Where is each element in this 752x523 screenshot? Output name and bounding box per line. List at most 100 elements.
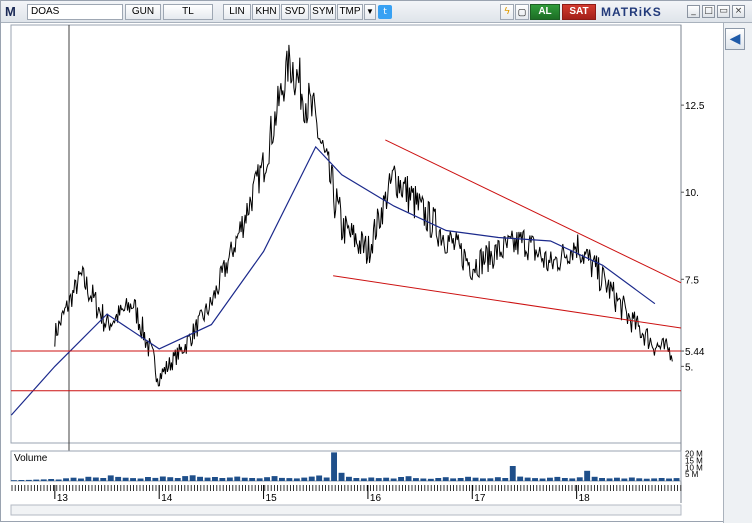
volume-bar (256, 478, 263, 481)
volume-bar (159, 476, 166, 481)
volume-bar (78, 478, 84, 481)
volume-tick-label: 15 M (685, 457, 703, 466)
volume-bar (509, 466, 516, 481)
volume-bar (524, 477, 531, 481)
volume-bar (353, 478, 360, 481)
toolbar: M DOAS GUN TL LIN KHN SVD SYM TMP ▼ t ϟ … (1, 1, 752, 23)
volume-bar (584, 470, 591, 481)
khn-button[interactable]: KHN (252, 4, 280, 20)
volume-bar (271, 476, 278, 481)
x-tick-label: 13 (57, 493, 69, 504)
volume-bar (316, 475, 323, 481)
scale-button[interactable]: LIN (223, 4, 251, 20)
buy-button[interactable]: AL (530, 4, 560, 20)
y-tick-label: 10. (685, 188, 699, 199)
twitter-icon[interactable]: t (378, 5, 392, 19)
volume-bar (122, 477, 129, 481)
volume-bar (189, 475, 196, 481)
maximize-icon[interactable]: □ (702, 5, 715, 18)
symbol-input[interactable]: DOAS (27, 4, 123, 20)
brand-logo: MATRiKS (601, 5, 662, 19)
volume-bar (63, 478, 69, 481)
volume-bar (301, 477, 308, 481)
close-icon[interactable]: × (732, 5, 745, 18)
volume-bar (234, 476, 241, 481)
tmp-button[interactable]: TMP (337, 4, 363, 20)
app-logo[interactable]: M (5, 4, 16, 19)
volume-bar (323, 477, 330, 481)
volume-bar (651, 478, 658, 481)
trendline (333, 275, 682, 329)
volume-bar (465, 476, 471, 481)
period-button[interactable]: GUN (125, 4, 161, 20)
volume-bar (18, 480, 25, 481)
lightning-icon[interactable]: ϟ (500, 4, 514, 20)
volume-bar (308, 476, 315, 481)
volume-bar (219, 478, 226, 481)
volume-bar (569, 478, 576, 481)
volume-bar (293, 478, 300, 481)
currency-button[interactable]: TL (163, 4, 213, 20)
volume-bar (11, 480, 17, 481)
horizontal-scrollbar (10, 504, 682, 516)
volume-bar (249, 478, 256, 481)
volume-bar (226, 477, 233, 481)
y-tick-label: 5.44 (685, 347, 705, 358)
copy-icon[interactable]: ▢ (515, 4, 529, 20)
time-axis: 13 14 15 16 17 18 (10, 485, 682, 516)
y-tick-label: 7.5 (685, 275, 699, 286)
volume-bar (673, 478, 680, 481)
svd-button[interactable]: SVD (281, 4, 309, 20)
side-panel (723, 23, 752, 523)
x-tick-label: 18 (579, 493, 591, 504)
volume-bar (279, 477, 285, 481)
sell-button[interactable]: SAT (562, 4, 596, 20)
volume-tick-label: 20 M (685, 450, 703, 459)
volume-bar (636, 478, 643, 481)
volume-bar (368, 477, 375, 481)
back-arrow-icon[interactable]: ◀ (725, 28, 745, 50)
volume-bar (152, 477, 159, 481)
volume-bar (405, 476, 412, 481)
chart-area[interactable]: 12.5 10. 7.5 5.44 5. Volume 20 M15 M10 M5 M 1… (1, 23, 723, 523)
dropdown-arrow-icon[interactable]: ▼ (364, 4, 376, 20)
x-tick-label: 15 (266, 493, 278, 504)
volume-bar (145, 477, 151, 481)
volume-bar (427, 478, 434, 481)
x-tick-label: 17 (474, 493, 486, 504)
y-tick-label: 5. (685, 362, 693, 373)
volume-bar (55, 479, 62, 481)
volume-bar (621, 478, 628, 481)
volume-bar (420, 478, 427, 481)
volume-bar (398, 477, 404, 481)
volume-bar (212, 477, 218, 481)
restore-icon[interactable]: ▭ (717, 5, 730, 18)
volume-bar (532, 478, 538, 481)
sym-button[interactable]: SYM (310, 4, 336, 20)
volume-bar (167, 477, 174, 481)
volume-bar (137, 478, 144, 481)
volume-bar (107, 475, 114, 481)
volume-bar (472, 477, 479, 481)
volume-bar (338, 472, 345, 481)
volume-bar (25, 479, 32, 481)
volume-bar (457, 478, 464, 481)
volume-bar (413, 478, 419, 481)
volume-bar (606, 478, 613, 481)
volume-bar (174, 478, 181, 481)
volume-tick-label: 10 M (685, 463, 703, 472)
volume-bar (591, 476, 598, 481)
volume-bar (643, 478, 650, 481)
minimize-icon[interactable]: _ (687, 5, 700, 18)
volume-bar (92, 477, 99, 481)
y-tick-label: 12.5 (685, 101, 705, 112)
volume-pane: Volume 20 M15 M10 M5 M (10, 450, 703, 482)
volume-bar (658, 478, 665, 481)
volume-title: Volume (14, 453, 48, 464)
volume-bar (197, 476, 203, 481)
volume-bar (599, 478, 605, 481)
price-series-line (54, 44, 673, 387)
price-plot-frame (10, 24, 682, 444)
volume-bar (628, 477, 635, 481)
